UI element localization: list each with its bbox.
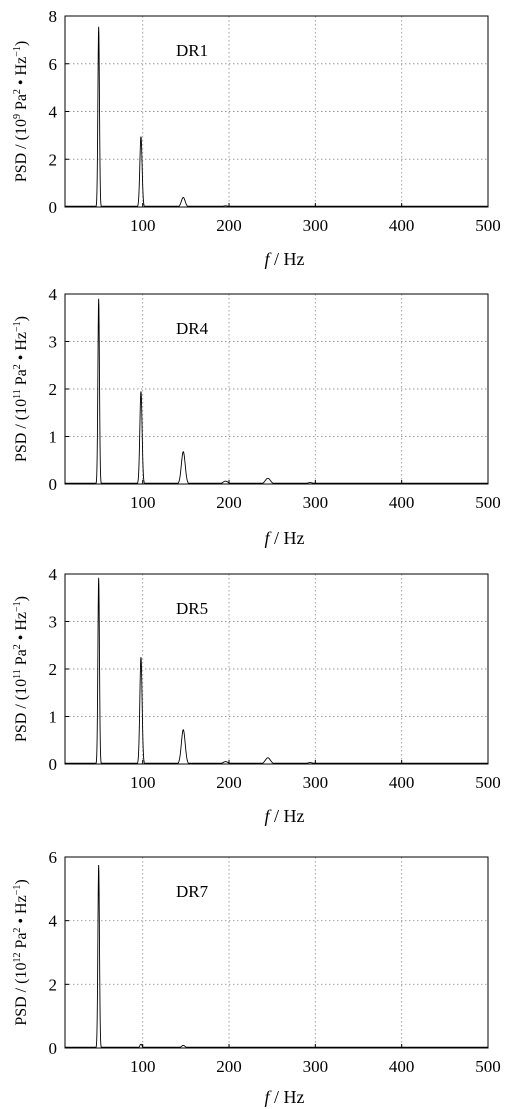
y-tick-label: 4 [49, 285, 58, 304]
y-tick-label: 4 [49, 565, 58, 584]
x-axis-label: f / Hz [264, 1087, 304, 1107]
y-tick-label: 4 [49, 912, 58, 931]
y-tick-label: 6 [49, 55, 58, 74]
panel-dr1: 100 200 300 400 500 0 2 4 6 8 DR1 f / Hz PSD / (109 … [12, 7, 501, 269]
psd-series-line [65, 298, 488, 484]
x-tick-label: 400 [389, 216, 415, 235]
y-axis-label: PSD / (1012 Pa2 • Hz−1) [12, 879, 30, 1025]
y-tick-label: 2 [49, 150, 58, 169]
y-tick-label: 6 [49, 848, 58, 867]
x-tick-label: 500 [475, 773, 501, 792]
x-tick-label: 500 [475, 216, 501, 235]
x-tick-label: 300 [303, 493, 329, 512]
y-tick-label: 1 [49, 428, 58, 447]
x-tick-label: 400 [389, 493, 415, 512]
x-tick-label: 100 [130, 493, 156, 512]
x-tick-label: 200 [216, 773, 242, 792]
y-tick-label: 0 [49, 755, 58, 774]
x-tick-label: 200 [216, 1057, 242, 1076]
x-tick-label: 300 [303, 1057, 329, 1076]
y-axis-label: PSD / (1011 Pa2 • Hz−1) [12, 596, 30, 742]
panel-dr4: 100 200 300 400 500 0 1 2 3 4 DR4 f / Hz PSD / (1011… [12, 285, 501, 548]
plot-frame [64, 856, 489, 1049]
x-tick-label: 300 [303, 773, 329, 792]
x-axis-label: f / Hz [264, 249, 304, 269]
x-axis-label: f / Hz [264, 528, 304, 548]
y-tick-label: 2 [49, 660, 58, 679]
psd-series-line [65, 577, 488, 764]
x-tick-label: 200 [216, 216, 242, 235]
y-tick-label: 1 [49, 708, 58, 727]
x-tick-label: 100 [130, 773, 156, 792]
panel-dr5: 100 200 300 400 500 0 1 2 3 4 DR5 f / Hz PSD / (1011… [12, 565, 501, 826]
panel-label: DR1 [176, 41, 208, 60]
x-tick-label: 400 [389, 773, 415, 792]
x-tick-label: 500 [475, 493, 501, 512]
y-tick-label: 4 [49, 103, 58, 122]
panel-label: DR7 [176, 882, 209, 901]
y-tick-label: 2 [49, 380, 58, 399]
psd-series-line [65, 26, 488, 207]
y-tick-label: 0 [49, 475, 58, 494]
panel-label: DR4 [176, 319, 209, 338]
x-tick-label: 300 [303, 216, 329, 235]
y-axis-label: PSD / (1011 Pa2 • Hz−1) [12, 316, 30, 462]
y-tick-label: 0 [49, 1039, 58, 1058]
x-tick-label: 200 [216, 493, 242, 512]
psd-series-line [65, 864, 488, 1048]
x-tick-label: 500 [475, 1057, 501, 1076]
x-axis-label: f / Hz [264, 806, 304, 826]
y-tick-label: 3 [49, 333, 58, 352]
x-tick-label: 100 [130, 1057, 156, 1076]
y-axis-label: PSD / (109 Pa2 • Hz−1) [12, 41, 30, 182]
panel-label: DR5 [176, 599, 208, 618]
y-tick-label: 8 [49, 7, 58, 26]
plot-frame [64, 573, 489, 765]
plot-frame [64, 293, 489, 485]
x-tick-label: 100 [130, 216, 156, 235]
y-tick-label: 3 [49, 613, 58, 632]
plot-frame [64, 15, 489, 208]
y-tick-label: 0 [49, 198, 58, 217]
y-tick-label: 2 [49, 975, 58, 994]
x-tick-label: 400 [389, 1057, 415, 1076]
panel-dr7: 100 200 300 400 500 0 2 4 6 DR7 f / Hz PSD / (1012 … [12, 848, 501, 1107]
